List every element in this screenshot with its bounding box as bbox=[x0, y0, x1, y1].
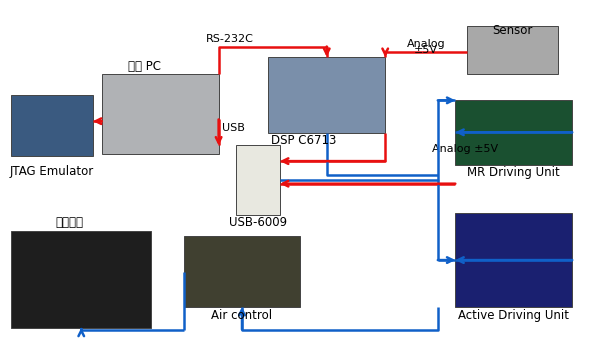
Text: Sensor: Sensor bbox=[493, 24, 533, 37]
Bar bbox=[183, 236, 300, 307]
Text: ±5V: ±5V bbox=[414, 44, 438, 55]
Bar bbox=[456, 100, 573, 164]
Text: 판널 PC: 판널 PC bbox=[128, 60, 161, 72]
Text: 통합제진: 통합제진 bbox=[56, 216, 84, 229]
Text: JTAG Emulator: JTAG Emulator bbox=[10, 164, 94, 177]
Text: RS-232C: RS-232C bbox=[207, 34, 254, 44]
Bar bbox=[236, 146, 280, 215]
Text: USB: USB bbox=[221, 123, 244, 133]
Text: Air control: Air control bbox=[211, 309, 273, 322]
Bar bbox=[467, 26, 558, 74]
Text: Analog: Analog bbox=[407, 39, 445, 49]
Text: MR Driving Unit: MR Driving Unit bbox=[467, 166, 560, 179]
Text: DSP C6713: DSP C6713 bbox=[271, 134, 337, 147]
Text: USB-6009: USB-6009 bbox=[229, 216, 287, 229]
Text: Analog ±5V: Analog ±5V bbox=[432, 144, 498, 154]
Bar bbox=[456, 213, 573, 307]
Bar bbox=[268, 57, 385, 133]
Text: Active Driving Unit: Active Driving Unit bbox=[458, 309, 570, 322]
Bar bbox=[11, 95, 93, 156]
Bar bbox=[11, 231, 152, 328]
Bar bbox=[101, 74, 219, 154]
